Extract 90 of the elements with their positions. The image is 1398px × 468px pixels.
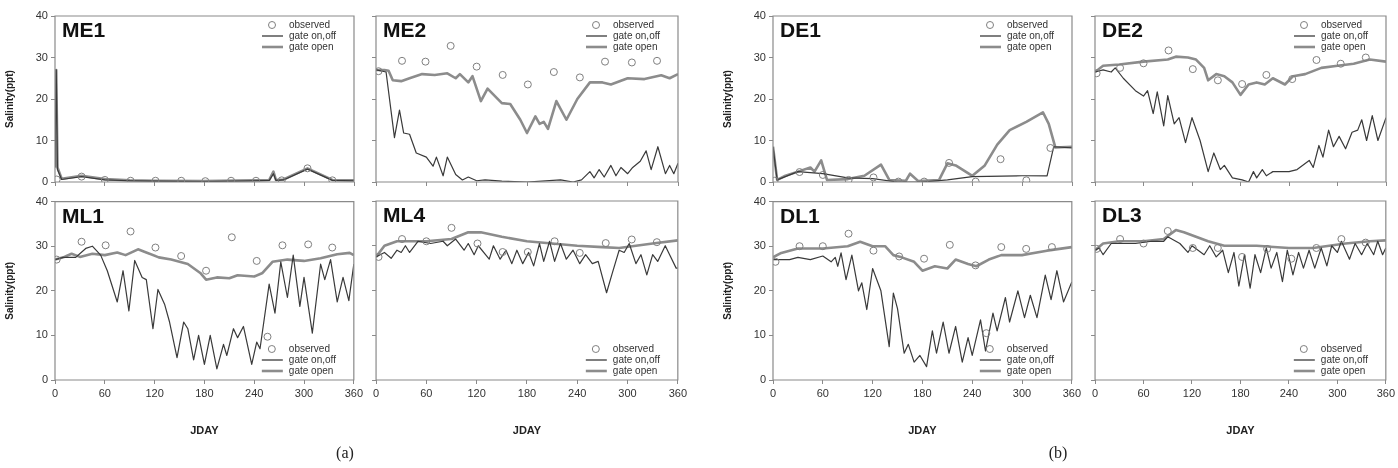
legend-label: gate on,off	[289, 29, 337, 41]
y-tick-label: 40	[35, 194, 48, 207]
x-tick-label: 60	[98, 386, 111, 399]
legend-label: gate open	[288, 364, 334, 376]
y-tick-label: 10	[753, 328, 766, 341]
y-axis-title: Salinity(ppt)	[721, 70, 733, 128]
x-tick-label: 180	[1231, 386, 1250, 399]
x-tick-label: 180	[195, 386, 214, 399]
y-axis-title: Salinity(ppt)	[3, 261, 15, 320]
chart-title: ML4	[383, 203, 426, 227]
legend-label: observed	[288, 342, 330, 354]
x-axis-title: JDAY	[908, 424, 938, 437]
y-tick-label: 40	[753, 9, 766, 22]
x-tick-label: 0	[373, 386, 380, 399]
y-tick-label: 20	[753, 92, 766, 105]
chart-title: DE2	[1102, 18, 1143, 42]
legend-label: observed	[1321, 18, 1363, 30]
chart-title: ME1	[62, 18, 106, 42]
legend-label: gate on,off	[1321, 29, 1369, 41]
legend-label: gate on,off	[1006, 353, 1055, 365]
x-tick-label: 360	[668, 386, 687, 399]
chart-title: DE1	[780, 18, 822, 42]
y-tick-label: 20	[35, 92, 48, 105]
legend-label: gate open	[1007, 40, 1052, 52]
x-tick-label: 300	[1012, 386, 1032, 399]
x-tick-label: 360	[1062, 386, 1081, 399]
x-tick-label: 180	[913, 386, 932, 399]
x-tick-label: 120	[863, 386, 882, 399]
legend-label: gate on,off	[1320, 353, 1369, 365]
legend-label: observed	[1007, 18, 1049, 30]
y-axis-title: Salinity(ppt)	[721, 261, 733, 320]
x-tick-label: 240	[1279, 386, 1299, 399]
y-tick-label: 0	[759, 175, 766, 188]
y-axis-title: Salinity(ppt)	[3, 70, 15, 128]
legend-label: observed	[613, 18, 655, 30]
legend-label: gate open	[1321, 40, 1366, 52]
x-axis-title: JDAY	[1226, 424, 1256, 437]
x-tick-label: 300	[294, 386, 314, 399]
x-tick-label: 240	[245, 386, 264, 399]
chart-title: ME2	[383, 18, 427, 42]
x-tick-label: 0	[51, 386, 59, 399]
x-axis-title: JDAY	[190, 424, 220, 437]
y-tick-label: 10	[753, 133, 766, 146]
y-tick-label: 10	[35, 133, 48, 146]
legend-label: observed	[1320, 342, 1362, 354]
legend-label: gate open	[289, 40, 334, 52]
x-tick-label: 0	[1092, 386, 1099, 399]
y-tick-label: 30	[35, 239, 48, 252]
x-tick-label: 120	[467, 386, 486, 399]
y-tick-label: 0	[759, 373, 766, 386]
y-tick-label: 30	[35, 50, 48, 63]
chart-title: DL3	[1102, 203, 1142, 227]
legend-label: gate on,off	[612, 353, 661, 365]
x-tick-label: 240	[568, 386, 587, 399]
legend-label: gate open	[612, 364, 658, 376]
y-tick-label: 10	[35, 328, 48, 341]
legend-label: observed	[289, 18, 331, 30]
x-tick-label: 120	[145, 386, 164, 399]
x-tick-label: 60	[816, 386, 829, 399]
chart-title: ML1	[62, 203, 105, 227]
y-tick-label: 30	[753, 50, 766, 63]
x-tick-label: 180	[517, 386, 537, 399]
chart-title: DL1	[780, 203, 820, 227]
y-tick-label: 0	[41, 373, 48, 386]
x-tick-label: 120	[1182, 386, 1202, 399]
legend-label: gate open	[1006, 364, 1052, 376]
x-tick-label: 300	[1328, 386, 1347, 399]
y-tick-label: 40	[753, 194, 766, 207]
x-tick-label: 60	[420, 386, 433, 399]
legend-label: observed	[612, 342, 654, 354]
x-tick-label: 60	[1137, 386, 1150, 399]
text: (b)	[1048, 444, 1068, 461]
x-tick-label: 360	[1376, 386, 1395, 399]
text: (a)	[336, 444, 354, 461]
y-tick-label: 20	[753, 283, 766, 296]
legend-label: gate on,off	[288, 353, 337, 365]
x-tick-label: 0	[769, 386, 777, 399]
x-tick-label: 300	[618, 386, 637, 399]
x-tick-label: 240	[963, 386, 982, 399]
legend-label: observed	[1006, 342, 1048, 354]
y-tick-label: 30	[753, 239, 766, 252]
legend-label: gate on,off	[1007, 29, 1055, 41]
y-tick-label: 0	[41, 175, 48, 188]
x-tick-label: 360	[344, 386, 363, 399]
y-tick-label: 20	[35, 283, 48, 296]
legend-label: gate open	[613, 40, 658, 52]
x-axis-title: JDAY	[512, 424, 542, 437]
y-tick-label: 40	[35, 9, 48, 22]
legend-label: gate open	[1320, 364, 1366, 376]
legend-label: gate on,off	[613, 29, 661, 41]
